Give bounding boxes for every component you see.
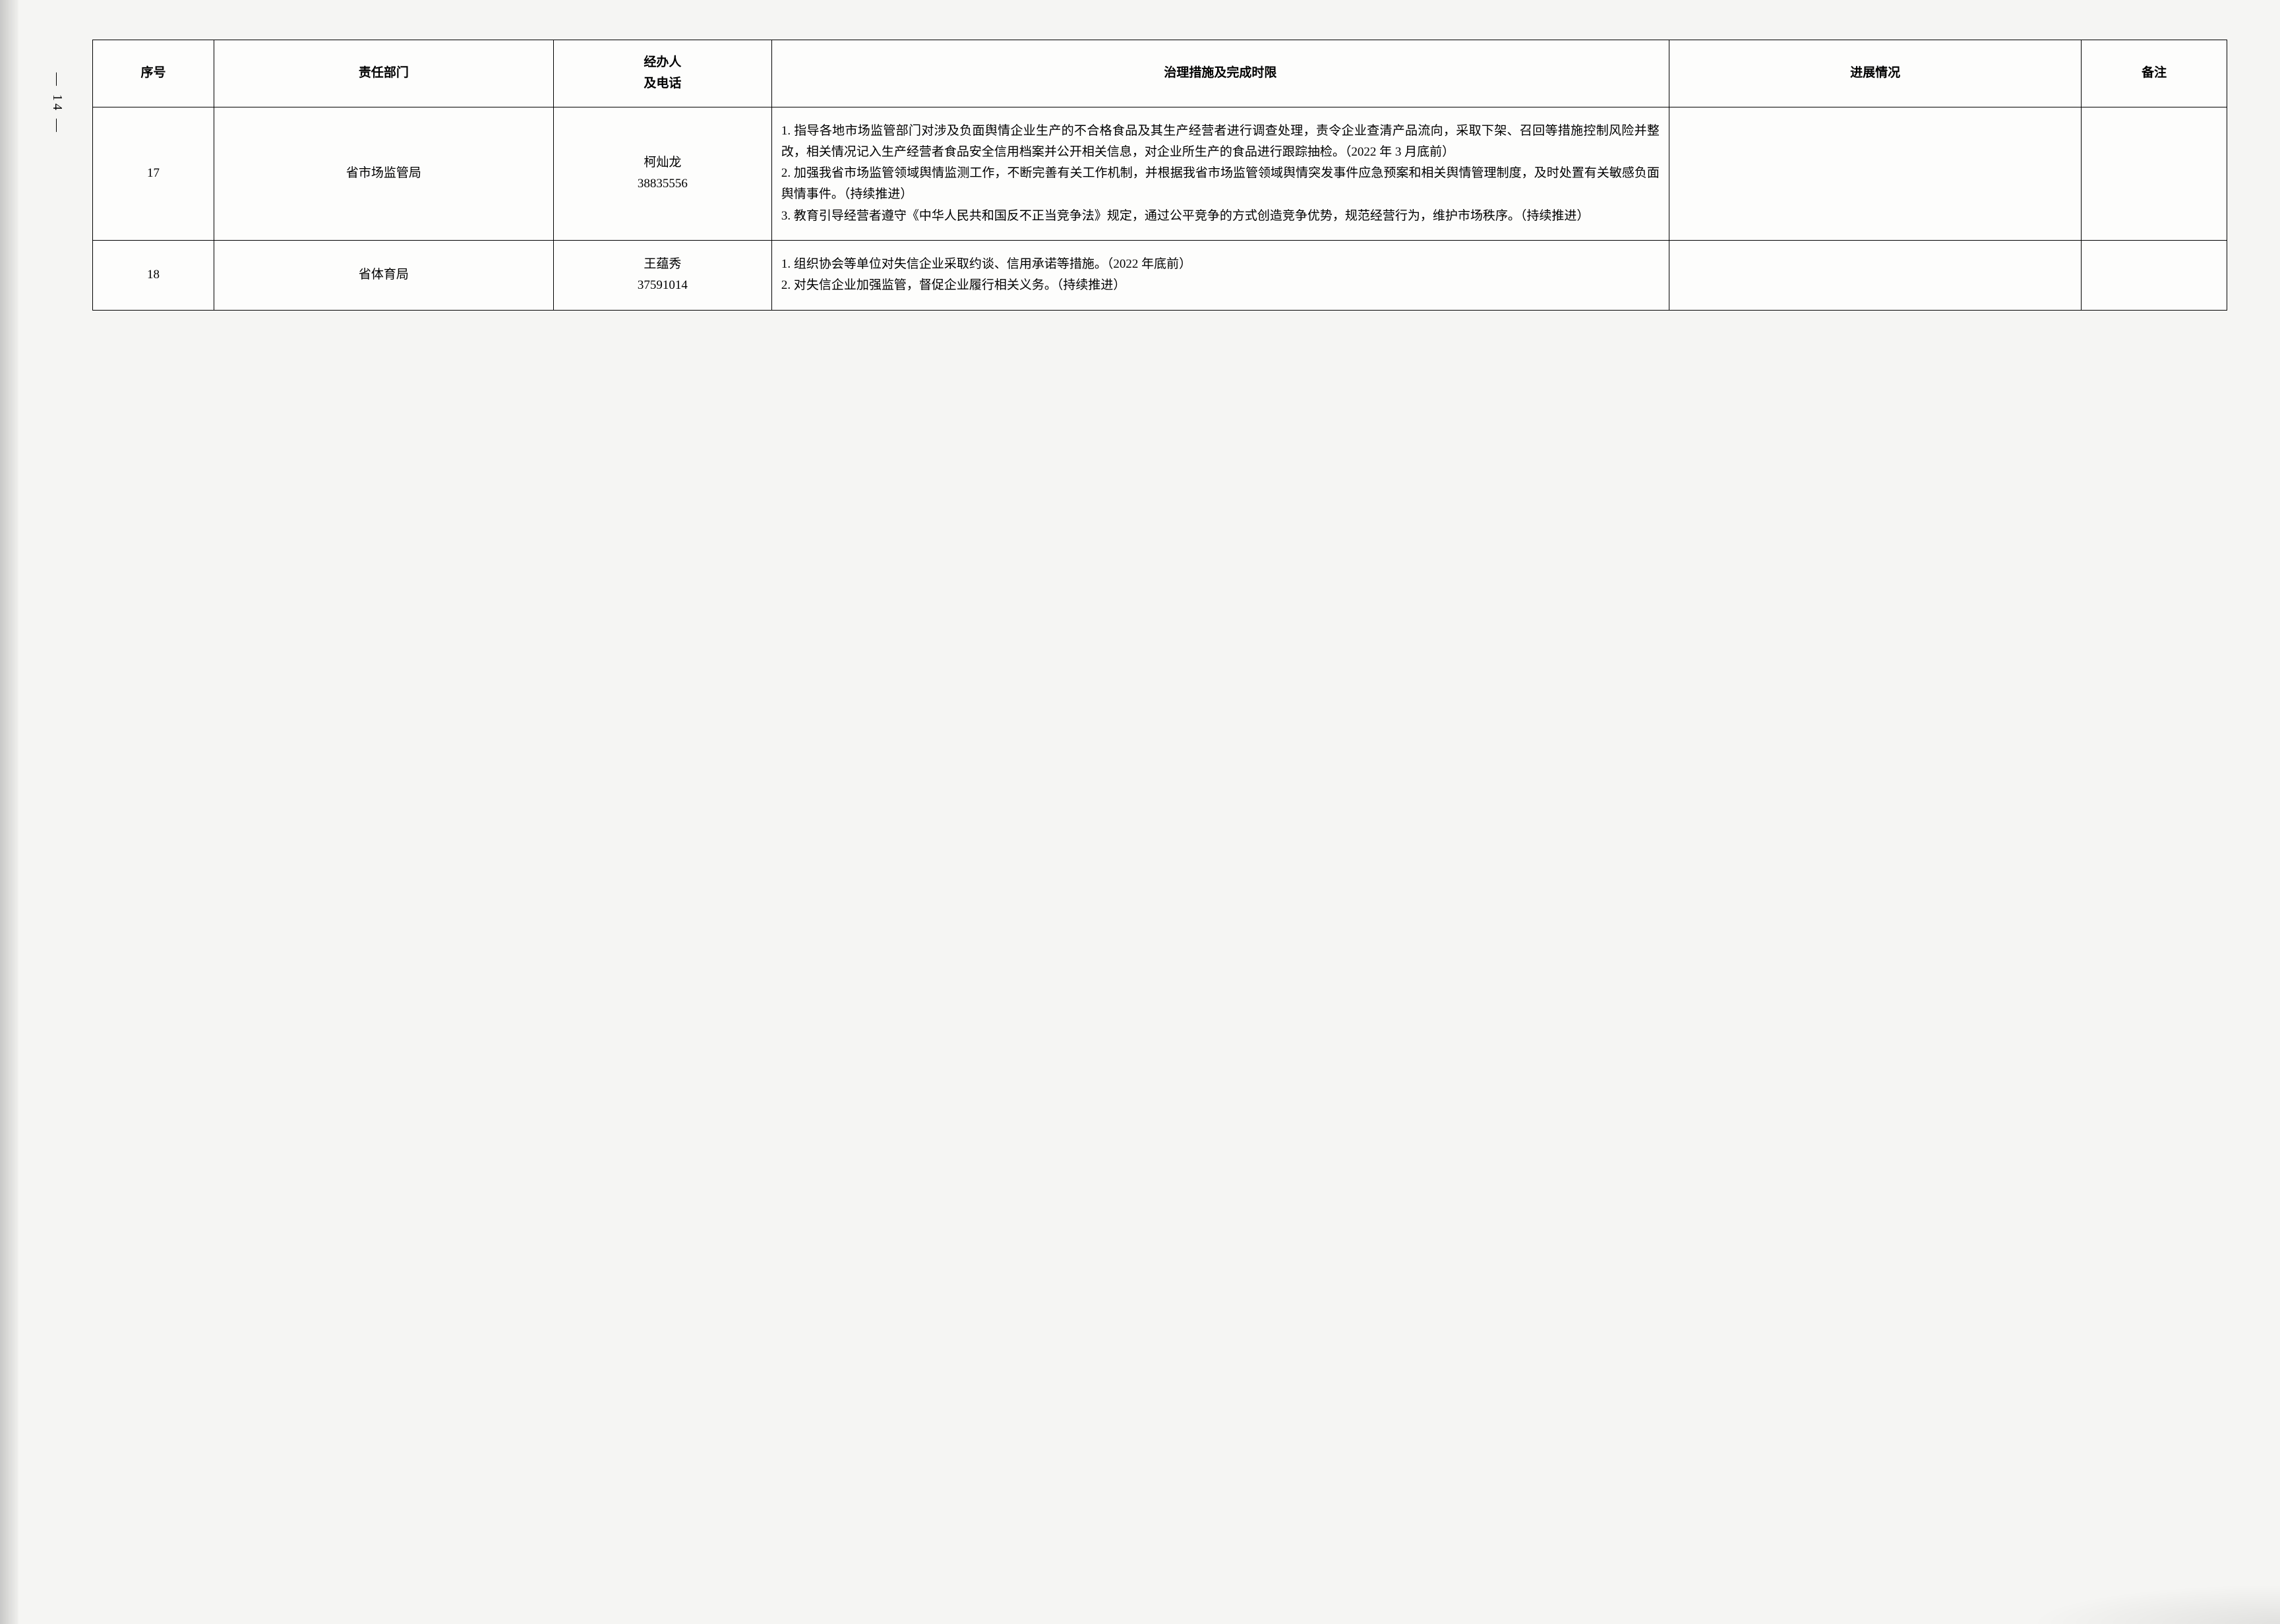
- table-header: 序号 责任部门 经办人 及电话 治理措施及完成时限 进展情况 备注: [93, 40, 2227, 107]
- governance-table-wrapper: 序号 责任部门 经办人 及电话 治理措施及完成时限 进展情况 备注 17 省市场…: [92, 40, 2227, 311]
- cell-seq: 17: [93, 107, 214, 240]
- governance-table: 序号 责任部门 经办人 及电话 治理措施及完成时限 进展情况 备注 17 省市场…: [92, 40, 2227, 311]
- page-number: — 14 —: [49, 73, 65, 135]
- col-header-remark: 备注: [2082, 40, 2227, 107]
- header-row: 序号 责任部门 经办人 及电话 治理措施及完成时限 进展情况 备注: [93, 40, 2227, 107]
- cell-remark: [2082, 241, 2227, 311]
- scan-left-shadow: [0, 0, 18, 1624]
- cell-progress: [1669, 107, 2081, 240]
- table-row: 17 省市场监管局 柯灿龙 38835556 1. 指导各地市场监管部门对涉及负…: [93, 107, 2227, 240]
- cell-measures: 1. 组织协会等单位对失信企业采取约谈、信用承诺等措施。（2022 年底前） 2…: [771, 241, 1669, 311]
- cell-dept: 省市场监管局: [214, 107, 553, 240]
- col-header-dept: 责任部门: [214, 40, 553, 107]
- col-header-seq: 序号: [93, 40, 214, 107]
- col-header-contact: 经办人 及电话: [553, 40, 771, 107]
- cell-contact: 柯灿龙 38835556: [553, 107, 771, 240]
- col-header-progress: 进展情况: [1669, 40, 2081, 107]
- scan-bottom-smudge: [2029, 1584, 2280, 1624]
- cell-dept: 省体育局: [214, 241, 553, 311]
- cell-remark: [2082, 107, 2227, 240]
- table-body: 17 省市场监管局 柯灿龙 38835556 1. 指导各地市场监管部门对涉及负…: [93, 107, 2227, 310]
- col-header-measures: 治理措施及完成时限: [771, 40, 1669, 107]
- cell-seq: 18: [93, 241, 214, 311]
- cell-contact: 王蕴秀 37591014: [553, 241, 771, 311]
- cell-progress: [1669, 241, 2081, 311]
- table-row: 18 省体育局 王蕴秀 37591014 1. 组织协会等单位对失信企业采取约谈…: [93, 241, 2227, 311]
- cell-measures: 1. 指导各地市场监管部门对涉及负面舆情企业生产的不合格食品及其生产经营者进行调…: [771, 107, 1669, 240]
